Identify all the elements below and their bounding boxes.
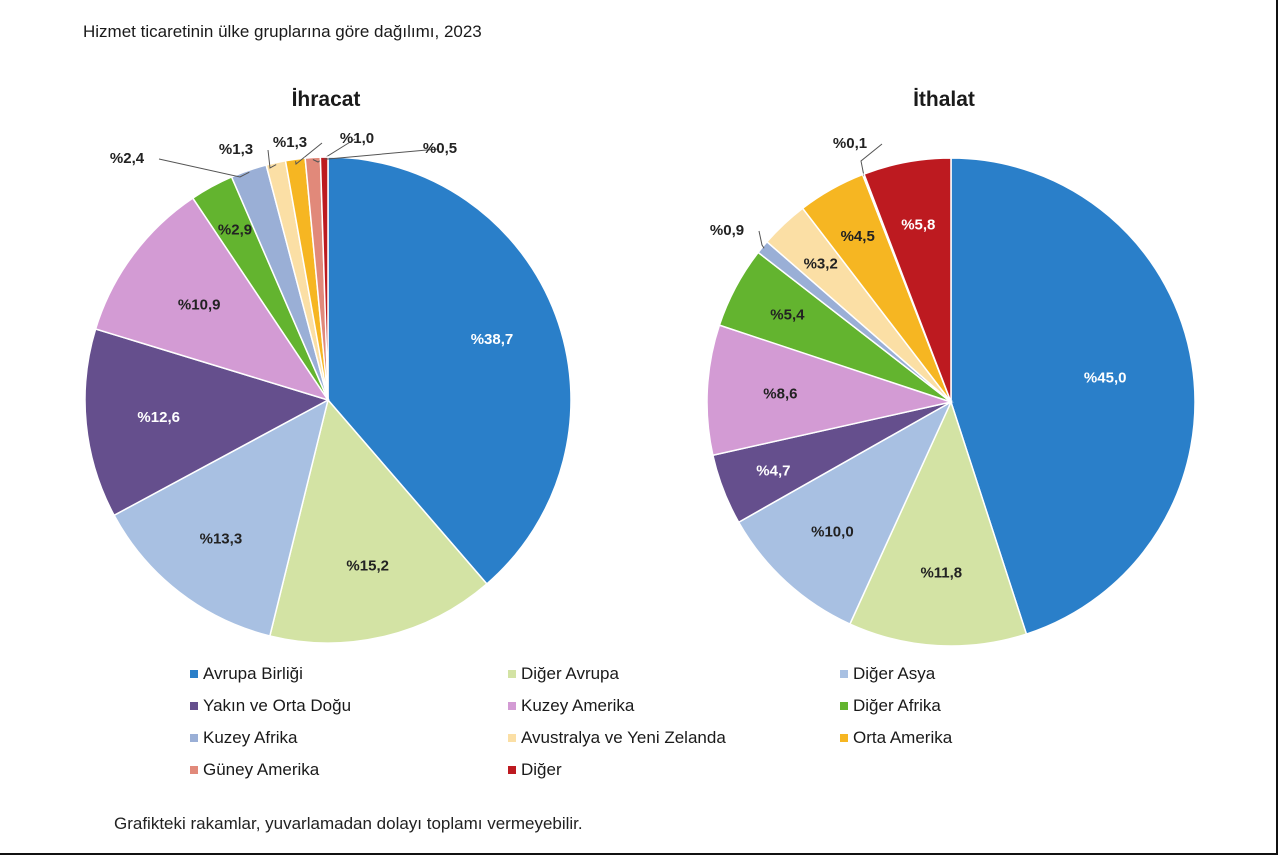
legend-label: Yakın ve Orta Doğu [203,696,352,715]
legend-label: Diğer Asya [853,664,936,683]
import-pie: %45,0 %11,8 %10,0 %4,7 %8,6 %5,4 %0,9 %3,2%4,5%… [706,135,1196,647]
legend-swatch [508,670,516,678]
import-data-label-guney-amerika: %0,1 [833,135,867,152]
legend-label: Avrupa Birliği [203,664,303,683]
legend-label: Kuzey Amerika [521,696,635,715]
import-chart-title: İthalat [913,88,975,111]
import-data-label-diger-avrupa: %11,8 [920,565,962,582]
import-data-label-kuzey-afrika: %0,9 [710,222,744,239]
legend-swatch [190,734,198,742]
import-slice-kuzey-amerika [706,324,954,457]
export-pie: %38,7 %15,2 %13,3 %12,6 %10,9 %2,9 %2,4 %1,3 %1,… [84,130,572,644]
export-leader-line-kuzey-afrika [158,158,250,178]
legend-swatch [190,702,198,710]
legend-item-yakin-ve-orta-dogu: Yakın ve Orta Doğu [190,696,351,716]
figure-title: Hizmet ticaretinin ülke gruplarına göre … [83,22,482,41]
legend-swatch [508,734,516,742]
legend-swatch [508,702,516,710]
export-slice-diger [319,156,329,401]
legend-item-kuzey-amerika: Kuzey Amerika [508,696,634,716]
export-slice-kuzey-amerika [94,197,330,402]
import-data-label-yakin-ve-orta-dogu: %4,7 [756,462,790,479]
export-slice-avrupa-birligi [327,156,572,585]
legend-item-kuzey-afrika: Kuzey Afrika [190,728,298,748]
legend-label: Orta Amerika [853,728,953,747]
import-data-label-orta-amerika: %4,5 [841,228,875,245]
import-slice-avrupa-birligi [950,157,1196,636]
export-chart-title: İhracat [291,88,361,111]
export-data-label-diger-afrika: %2,9 [218,221,252,238]
export-data-label-diger-avrupa: %15,2 [346,557,389,574]
import-data-label-diger: %5,8 [901,216,935,233]
legend-swatch [840,734,848,742]
import-slice-diger [863,157,952,403]
legend-label: Diğer Avrupa [521,664,619,683]
export-data-label-orta-amerika: %1,3 [273,134,307,151]
legend-label: Diğer Afrika [853,696,941,715]
export-slice-diger-asya [113,398,330,637]
import-slice-diger-avrupa [848,399,1028,647]
legend-label: Diğer [521,760,562,779]
import-data-label-kuzey-amerika: %8,6 [763,385,797,402]
legend-swatch [840,702,848,710]
export-leader-line-guney-amerika [312,138,356,163]
export-leader-line-diger [324,148,439,160]
import-data-label-avrupa-birligi: %45,0 [1084,370,1127,387]
export-data-label-diger-asya: %13,3 [200,530,243,547]
legend-item-avustralya-ve-yeni-zelanda: Avustralya ve Yeni Zelanda [508,728,726,748]
export-data-label-diger: %0,5 [423,140,457,157]
legend-label: Kuzey Afrika [203,728,298,747]
export-data-label-avrupa-birligi: %38,7 [471,331,514,348]
legend-label: Avustralya ve Yeni Zelanda [521,728,726,747]
legend-item-diger-avrupa: Diğer Avrupa [508,664,619,684]
export-leader-line-orta-amerika [295,142,323,165]
export-data-label-kuzey-amerika: %10,9 [178,296,221,313]
import-data-label-diger-asya: %10,0 [811,524,854,541]
legend-swatch [840,670,848,678]
import-data-label-diger-afrika: %5,4 [770,307,805,324]
export-slice-diger-avrupa [268,398,488,644]
legend-label: Güney Amerika [203,760,320,779]
legend-swatch [190,670,198,678]
import-data-label-avustralya-ve-yeni-zelanda: %3,2 [804,255,838,272]
legend-item-diger-afrika: Diğer Afrika [840,696,941,716]
legend-swatch [190,766,198,774]
legend-item-avrupa-birligi: Avrupa Birliği [190,664,303,684]
import-slice-diger-asya [737,400,953,626]
import-leader-line-kuzey-afrika [758,230,765,249]
export-data-label-guney-amerika: %1,0 [340,130,374,147]
export-data-label-yakin-ve-orta-dogu: %12,6 [137,409,180,426]
legend-item-orta-amerika: Orta Amerika [840,728,952,748]
footnote: Grafikteki rakamlar, yuvarlamadan dolayı… [114,814,583,833]
legend-item-diger-asya: Diğer Asya [840,664,935,684]
legend-item-guney-amerika: Güney Amerika [190,760,319,780]
export-data-label-avustralya-ve-yeni-zelanda: %1,3 [219,141,253,158]
export-slice-yakin-ve-orta-dogu [84,328,330,517]
import-leader-line-guney-amerika [860,143,883,177]
export-data-label-kuzey-afrika: %2,4 [110,150,145,167]
export-leader-line-avustralya-ve-yeni-zelanda [267,149,277,169]
legend-item-diger: Diğer [508,760,562,780]
legend-swatch [508,766,516,774]
